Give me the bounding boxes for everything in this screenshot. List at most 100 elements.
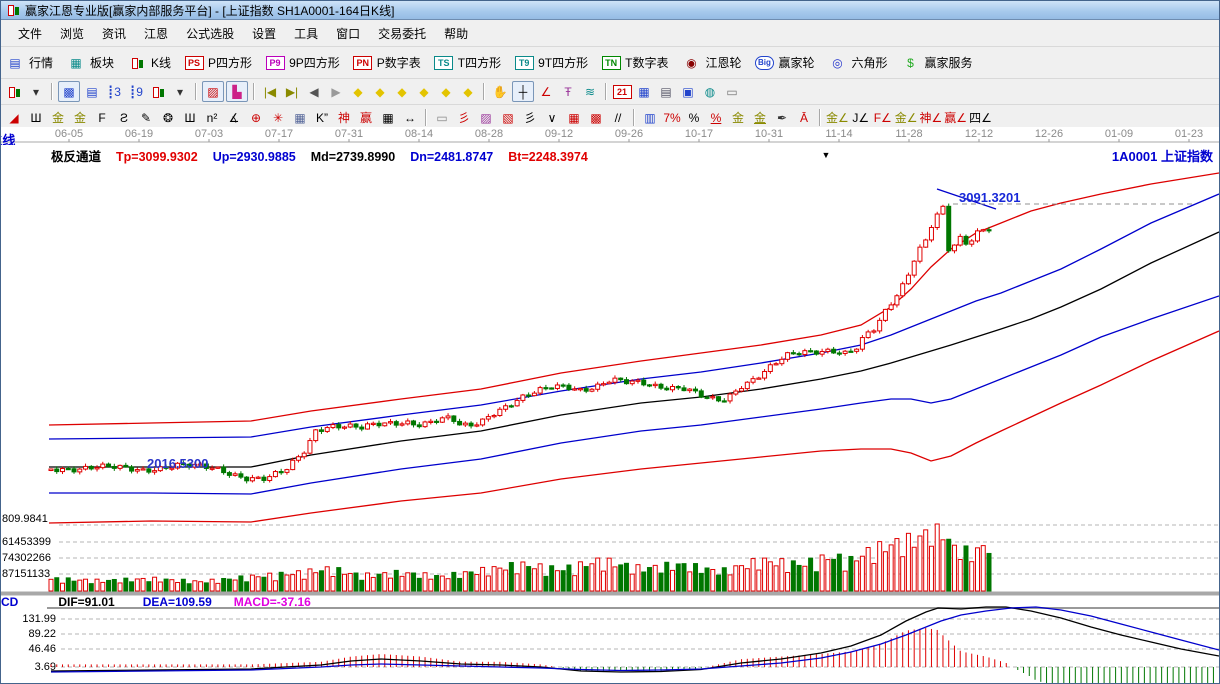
candle-dropdown-icon[interactable]: ▾ [176,84,184,99]
sectors-button[interactable]: ▦ 板块 [66,53,114,72]
percent-line-icon[interactable]: % [710,110,722,125]
gann-t-tool-icon[interactable]: Ŧ [564,84,572,99]
star-grid-icon[interactable]: ✳ [272,110,284,125]
diamond-shift-left-icon[interactable]: ◆ [353,84,363,99]
winner-wheel-button[interactable]: Big 赢家轮 [754,53,815,72]
menu-item-1[interactable]: 文件 [18,26,43,41]
report-icon[interactable]: ▤ [86,84,98,99]
red-fan-icon[interactable]: 彡 [457,110,470,125]
k-quote-icon[interactable]: K” [316,110,328,125]
n-square-icon[interactable]: n² [206,110,218,125]
diamond-star-icon[interactable]: ◆ [441,84,451,99]
f-comb-icon[interactable]: F [98,110,106,125]
menu-item-10[interactable]: 帮助 [444,26,469,41]
winner-service-button[interactable]: $ 赢家服务 [901,53,972,72]
market-quotes-button[interactable]: ▤ 行情 [5,53,53,72]
t-number-table-button[interactable]: TN T数字表 [601,53,668,72]
menu-item-4[interactable]: 江恩 [144,26,169,41]
single-candle-icon[interactable] [148,82,168,101]
menu-item-5[interactable]: 公式选股 [186,26,235,41]
save-icon[interactable]: ▣ [682,84,694,99]
next-bar-icon[interactable]: ▶ [331,84,341,99]
diamond-shift-right-icon[interactable]: ◆ [375,84,385,99]
menu-item-3[interactable]: 资讯 [102,26,127,41]
p-number-table-button[interactable]: PN P数字表 [353,53,421,72]
hand-pan-icon[interactable]: ✋ [492,84,508,99]
chart-canvas[interactable]: 809.9841 61453399 74302266 87151133 131.99 89… [1,127,1219,683]
red-brush-icon[interactable]: ◢ [9,110,19,125]
a-wave-icon[interactable]: Ā [799,110,808,125]
clock-circle-icon[interactable]: ❂ [162,110,174,125]
gold-circle-icon[interactable]: 金 [731,110,744,125]
kline-style-icon[interactable] [4,82,24,101]
diamond-compass-icon[interactable]: ◆ [463,84,473,99]
shen-grid-icon[interactable]: 神 [337,110,350,125]
four-angle-icon[interactable]: 四∠ [969,110,992,125]
three-bars-icon[interactable]: ┋3 [107,84,121,99]
web-grid-icon[interactable]: ▦ [294,110,306,125]
j-angle-icon[interactable]: J∠ [852,110,870,125]
gold-comb-icon[interactable]: 金 [51,110,64,125]
menu-item-2[interactable]: 浏览 [60,26,85,41]
select-rect-icon[interactable]: ▭ [436,110,448,125]
ink-brush-icon[interactable]: ✒ [776,110,788,125]
menu-item-8[interactable]: 窗口 [336,26,361,41]
gann-wheel-button[interactable]: ◉ 江恩轮 [681,53,741,72]
volume-profile-icon[interactable]: ▙ [226,81,248,102]
fan-box-icon[interactable]: ▨ [480,110,492,125]
memo-icon[interactable]: ▤ [660,84,672,99]
wave-tool-icon[interactable]: ≋ [584,84,596,99]
gold-comb2-icon[interactable]: 金 [73,110,86,125]
spiral-icon[interactable]: Ƨ [119,110,128,125]
kline-button[interactable]: K线 [127,53,171,72]
pattern-search-icon[interactable]: ▩ [58,81,80,102]
fan-box-red-icon[interactable]: ▧ [502,110,514,125]
percent-icon[interactable]: % [688,110,700,125]
grid-123-icon[interactable]: ▦ [382,110,394,125]
menu-item-7[interactable]: 工具 [294,26,319,41]
left-pane-tab[interactable]: K线 [1,133,16,145]
t-square-button[interactable]: TS T四方形 [434,53,501,72]
red-grid-l-icon[interactable]: ▩ [590,110,602,125]
red-pattern-icon[interactable]: ▨ [202,81,224,102]
f-angle-icon[interactable]: F∠ [873,110,892,125]
win-grid-icon[interactable]: 赢 [359,110,372,125]
hexagon-button[interactable]: ◎ 六角形 [828,53,887,72]
gold-bar-icon[interactable]: 金 [753,110,766,125]
shen-angle-icon[interactable]: 神∠ [919,110,943,125]
span-arrows-icon[interactable]: ↔ [404,110,416,125]
menu-item-9[interactable]: 交易委托 [378,26,427,41]
chart-area[interactable]: K线 06-05 06-19 07-03 07-17 07-31 08-14 08-28 09… [1,127,1219,683]
skip-first-icon[interactable]: |◀ [263,84,277,99]
angle-measure-icon[interactable]: ∠ [540,84,552,99]
column-stats-icon[interactable]: ▥ [644,110,656,125]
red-grid-icon[interactable]: ▦ [568,110,580,125]
p-square-button[interactable]: PS P四方形 [184,53,252,72]
angle-mirror-icon[interactable]: ∡ [228,110,240,125]
red-target-icon[interactable]: ⊕ [250,110,262,125]
pencil-fan-icon[interactable]: 彡 [523,110,536,125]
calendar-icon[interactable]: 21 [612,82,632,101]
9t-square-button[interactable]: T9 9T四方形 [514,53,588,72]
crosshair-icon[interactable]: ┼ [512,81,534,102]
skip-last-icon[interactable]: ▶| [285,84,299,99]
time-comb-icon[interactable]: Ш [30,110,42,125]
kline-style-dropdown-icon[interactable]: ▾ [32,84,40,99]
menu-item-6[interactable]: 设置 [252,26,277,41]
zigzag-icon[interactable]: ∨ [547,110,557,125]
pencil-icon[interactable]: ✎ [140,110,152,125]
percent-strike-icon[interactable]: 7% [663,110,681,125]
diamond-h-arrows-icon[interactable]: ◆ [397,84,407,99]
win-angle-icon[interactable]: 赢∠ [944,110,968,125]
nine-bars-icon[interactable]: ┋9 [129,84,143,99]
9p-square-button[interactable]: P9 9P四方形 [265,53,340,72]
workstation-icon[interactable]: ▭ [726,84,738,99]
calculator-icon[interactable]: ▦ [638,84,650,99]
diamond-compress-icon[interactable]: ◆ [419,84,429,99]
gold-angle-icon[interactable]: 金∠ [826,110,849,125]
parallel-lines-icon[interactable]: // [614,110,622,125]
prev-bar-icon[interactable]: ◀ [309,84,319,99]
comb2-icon[interactable]: Ш [184,110,196,125]
gold-angle2-icon[interactable]: 金∠ [894,110,918,125]
web-update-icon[interactable]: ◍ [704,84,716,99]
